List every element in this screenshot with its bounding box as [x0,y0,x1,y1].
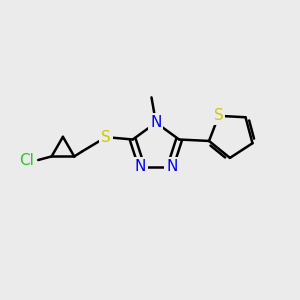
Text: S: S [101,130,111,145]
Text: N: N [150,115,162,130]
Text: Cl: Cl [19,152,34,167]
Text: N: N [166,159,177,174]
Text: S: S [214,108,224,123]
Text: N: N [134,159,146,174]
